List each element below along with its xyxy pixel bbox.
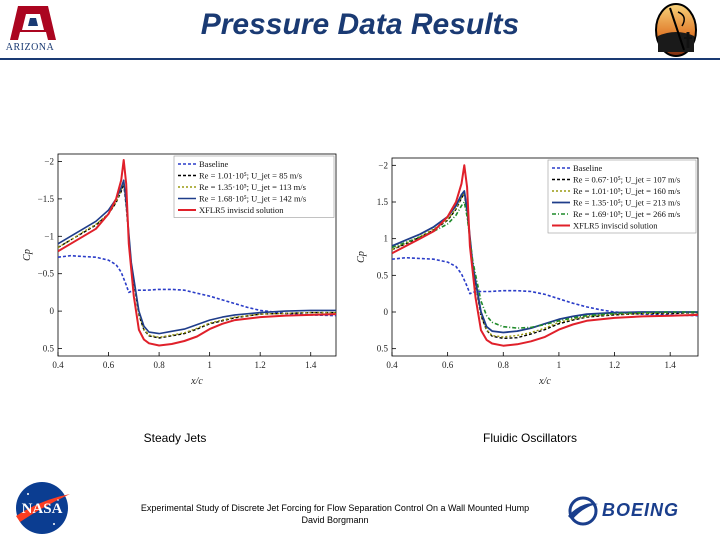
series-line-3: [58, 181, 336, 338]
x-tick-label: 0.6: [442, 360, 454, 370]
x-tick-label: 0.4: [386, 360, 398, 370]
y-tick-label: −2: [44, 156, 54, 166]
title-divider: [0, 58, 720, 60]
boeing-logo: BOEING: [566, 494, 712, 530]
legend-label: Re = 1.68·10⁵; U_jet = 142 m/s: [199, 194, 306, 204]
cp-chart-steady-jets: 0.4 0.6 0.8 1 1.2 1.4 −2 −1.5 −1 −0.5 0 0.5 x/c Cp Bas…: [22, 153, 337, 387]
legend-box: [547, 159, 697, 234]
series-line-3: [392, 191, 698, 338]
nasa-logo: NASA: [16, 482, 70, 534]
y-tick-label: 0.5: [377, 344, 389, 354]
x-tick-label: 1.4: [665, 360, 677, 370]
university-of-arizona-logo: [10, 6, 56, 40]
series-line-1: [392, 256, 698, 317]
footer: Experimental Study of Discrete Jet Forci…: [110, 502, 560, 526]
research-lab-emblem: [655, 3, 697, 57]
caption-fluidic-oscillators: Fluidic Oscillators: [482, 431, 578, 445]
legend-label: XFLR5 inviscid solution: [199, 205, 284, 215]
cp-chart-fluidic-oscillators: 0.4 0.6 0.8 1 1.2 1.4 −2 1.5 1 0.5 0 0.5 x/c Cp Baseli…: [356, 157, 699, 387]
y-tick-label: 0: [50, 306, 55, 316]
legend-label: Re = 1.35·10⁵; U_jet = 213 m/s: [573, 198, 680, 208]
series-line-4: [58, 179, 336, 335]
x-tick-label: 0.6: [103, 360, 115, 370]
series-line-1: [58, 254, 336, 317]
footer-title: Experimental Study of Discrete Jet Forci…: [140, 503, 530, 513]
x-tick-label: 1: [207, 360, 212, 370]
legend-label: XFLR5 inviscid solution: [573, 221, 658, 231]
y-tick-label: −1.5: [38, 194, 55, 204]
legend-label: Re = 1.35·10⁵; U_jet = 113 m/s: [199, 182, 306, 192]
legend-label: Baseline: [573, 163, 602, 173]
x-tick-label: 0.8: [498, 360, 510, 370]
legend-label: Re = 1.69·10⁵; U_jet = 266 m/s: [573, 209, 680, 219]
caption-steady-jets: Steady Jets: [143, 431, 207, 445]
y-tick-label: −1: [44, 231, 54, 241]
legend-label: Re = 1.01·10⁵; U_jet = 160 m/s: [573, 186, 680, 196]
y-axis-label: Cp: [22, 249, 33, 261]
y-tick-label: 1: [384, 234, 389, 244]
series-line-6: [392, 164, 698, 347]
legend-label: Baseline: [199, 159, 228, 169]
university-of-arizona-wordmark: ARIZONA: [5, 42, 55, 53]
x-tick-label: 1: [557, 360, 562, 370]
boeing-wordmark: BOEING: [602, 500, 680, 520]
y-tick-label: 0.5: [377, 270, 389, 280]
footer-author: David Borgmann: [301, 515, 369, 525]
slide-title: Pressure Data Results: [200, 8, 520, 41]
y-tick-label: 1.5: [377, 197, 389, 207]
x-tick-label: 1.2: [609, 360, 620, 370]
x-axis-label: x/c: [538, 376, 551, 387]
x-tick-label: 1.4: [305, 360, 317, 370]
nasa-logo-text: NASA: [22, 501, 63, 517]
y-tick-label: 0: [384, 307, 389, 317]
x-axis-label: x/c: [190, 376, 203, 387]
legend-box: [173, 155, 335, 218]
y-tick-label: −0.5: [38, 269, 55, 279]
y-tick-label: −2: [378, 160, 388, 170]
series-line-5: [58, 159, 336, 347]
series-line-5: [392, 201, 698, 329]
legend-label: Re = 0.67·10⁵; U_jet = 107 m/s: [573, 175, 680, 185]
y-axis-label: Cp: [356, 251, 367, 263]
x-tick-label: 0.8: [153, 360, 165, 370]
x-tick-label: 1.2: [255, 360, 266, 370]
boeing-symbol-icon: [568, 496, 598, 526]
legend-label: Re = 1.01·10⁵; U_jet = 85 m/s: [199, 171, 302, 181]
x-tick-label: 0.4: [52, 360, 64, 370]
y-tick-label: 0.5: [43, 344, 55, 354]
